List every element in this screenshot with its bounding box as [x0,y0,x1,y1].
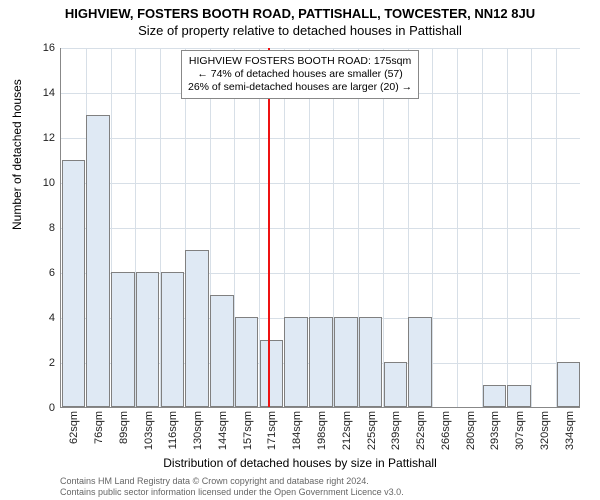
x-tick-label: 157sqm [242,411,254,450]
gridline [507,48,508,407]
x-axis-label: Distribution of detached houses by size … [0,456,600,470]
y-axis-label: Number of detached houses [10,79,24,230]
bar [507,385,531,408]
bar [408,317,432,407]
x-tick-label: 293sqm [489,411,501,450]
x-tick-label: 171sqm [266,411,278,450]
x-tick-label: 320sqm [539,411,551,450]
annotation-line: ← 74% of detached houses are smaller (57… [188,68,412,81]
gridline [61,228,580,229]
x-tick-label: 239sqm [390,411,402,450]
chart-area: 024681012141662sqm76sqm89sqm103sqm116sqm… [60,48,580,408]
gridline [482,48,483,407]
x-tick-label: 116sqm [167,411,179,449]
bar [185,250,209,408]
y-tick-label: 4 [49,312,61,324]
y-tick-label: 14 [43,87,61,99]
x-tick-label: 280sqm [465,411,477,450]
x-tick-label: 103sqm [143,411,155,450]
x-tick-label: 62sqm [68,411,80,444]
bar [136,272,160,407]
gridline [556,48,557,407]
gridline [61,183,580,184]
bar [111,272,135,407]
gridline [432,48,433,407]
bar-chart: 024681012141662sqm76sqm89sqm103sqm116sqm… [60,48,580,408]
bar [284,317,308,407]
y-tick-label: 0 [49,402,61,414]
bar [483,385,507,408]
y-tick-label: 16 [43,42,61,54]
footer-attribution: Contains HM Land Registry data © Crown c… [60,476,404,498]
footer-line: Contains public sector information licen… [60,487,404,498]
bar [260,340,284,408]
y-tick-label: 10 [43,177,61,189]
x-tick-label: 266sqm [440,411,452,450]
page-subtitle: Size of property relative to detached ho… [0,21,600,38]
gridline [61,48,580,49]
gridline [383,48,384,407]
bar [359,317,383,407]
bar [384,362,408,407]
x-tick-label: 184sqm [291,411,303,450]
bar [210,295,234,408]
x-tick-label: 130sqm [192,411,204,450]
x-tick-label: 76sqm [93,411,105,444]
page-title-bold: HIGHVIEW, FOSTERS BOOTH ROAD, PATTISHALL… [0,0,600,21]
x-tick-label: 252sqm [415,411,427,450]
bar [161,272,185,407]
bar [334,317,358,407]
footer-line: Contains HM Land Registry data © Crown c… [60,476,404,487]
gridline [531,48,532,407]
annotation-line: HIGHVIEW FOSTERS BOOTH ROAD: 175sqm [188,55,412,68]
x-tick-label: 144sqm [217,411,229,450]
bar [309,317,333,407]
bar [62,160,86,408]
x-tick-label: 334sqm [564,411,576,450]
x-tick-label: 307sqm [514,411,526,450]
bar [557,362,581,407]
marker-line [268,48,270,407]
y-tick-label: 6 [49,267,61,279]
gridline [61,138,580,139]
bar [235,317,259,407]
x-tick-label: 198sqm [316,411,328,450]
bar [86,115,110,408]
y-tick-label: 2 [49,357,61,369]
y-tick-label: 8 [49,222,61,234]
gridline [457,48,458,407]
x-tick-label: 212sqm [341,411,353,450]
annotation-box: HIGHVIEW FOSTERS BOOTH ROAD: 175sqm← 74%… [181,50,419,99]
x-tick-label: 225sqm [366,411,378,450]
annotation-line: 26% of semi-detached houses are larger (… [188,81,412,94]
y-tick-label: 12 [43,132,61,144]
x-tick-label: 89sqm [118,411,130,444]
